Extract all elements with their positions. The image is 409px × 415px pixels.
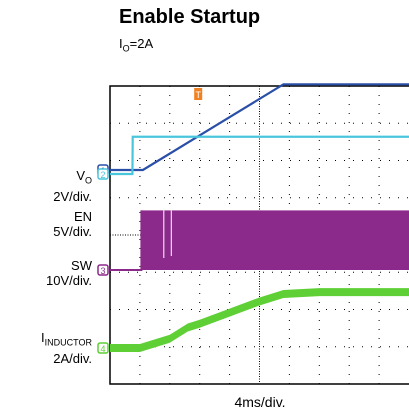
sw-trace-band — [141, 210, 409, 270]
trigger-marker — [194, 88, 203, 100]
channel-marker-number: 4 — [100, 344, 105, 354]
channel-marker-4 — [97, 342, 109, 354]
channel-marker-number: 3 — [100, 266, 105, 276]
inductor-channel-label: IINDUCTOR 2A/div. — [41, 330, 92, 366]
vo-trace — [110, 83, 409, 172]
en-channel-label: EN 5V/div. — [53, 209, 92, 239]
en-trace — [110, 135, 409, 176]
x-axis-label: 4ms/div. — [234, 394, 286, 410]
chart-title: Enable Startup — [119, 6, 261, 28]
channel-marker-number: 2 — [100, 170, 105, 180]
channel-marker-2 — [97, 168, 109, 180]
vo-channel-label: VO 2V/div. — [53, 168, 92, 204]
inductor-current-trace — [110, 288, 409, 352]
channel-marker-3 — [97, 264, 109, 276]
sw-channel-label: SW 10V/div. — [45, 258, 92, 288]
chart-subtitle: IO=2A — [119, 36, 154, 54]
plot-frame — [109, 85, 409, 385]
trigger-marker-label: T — [195, 90, 201, 100]
sw-trace-lead — [110, 210, 143, 271]
